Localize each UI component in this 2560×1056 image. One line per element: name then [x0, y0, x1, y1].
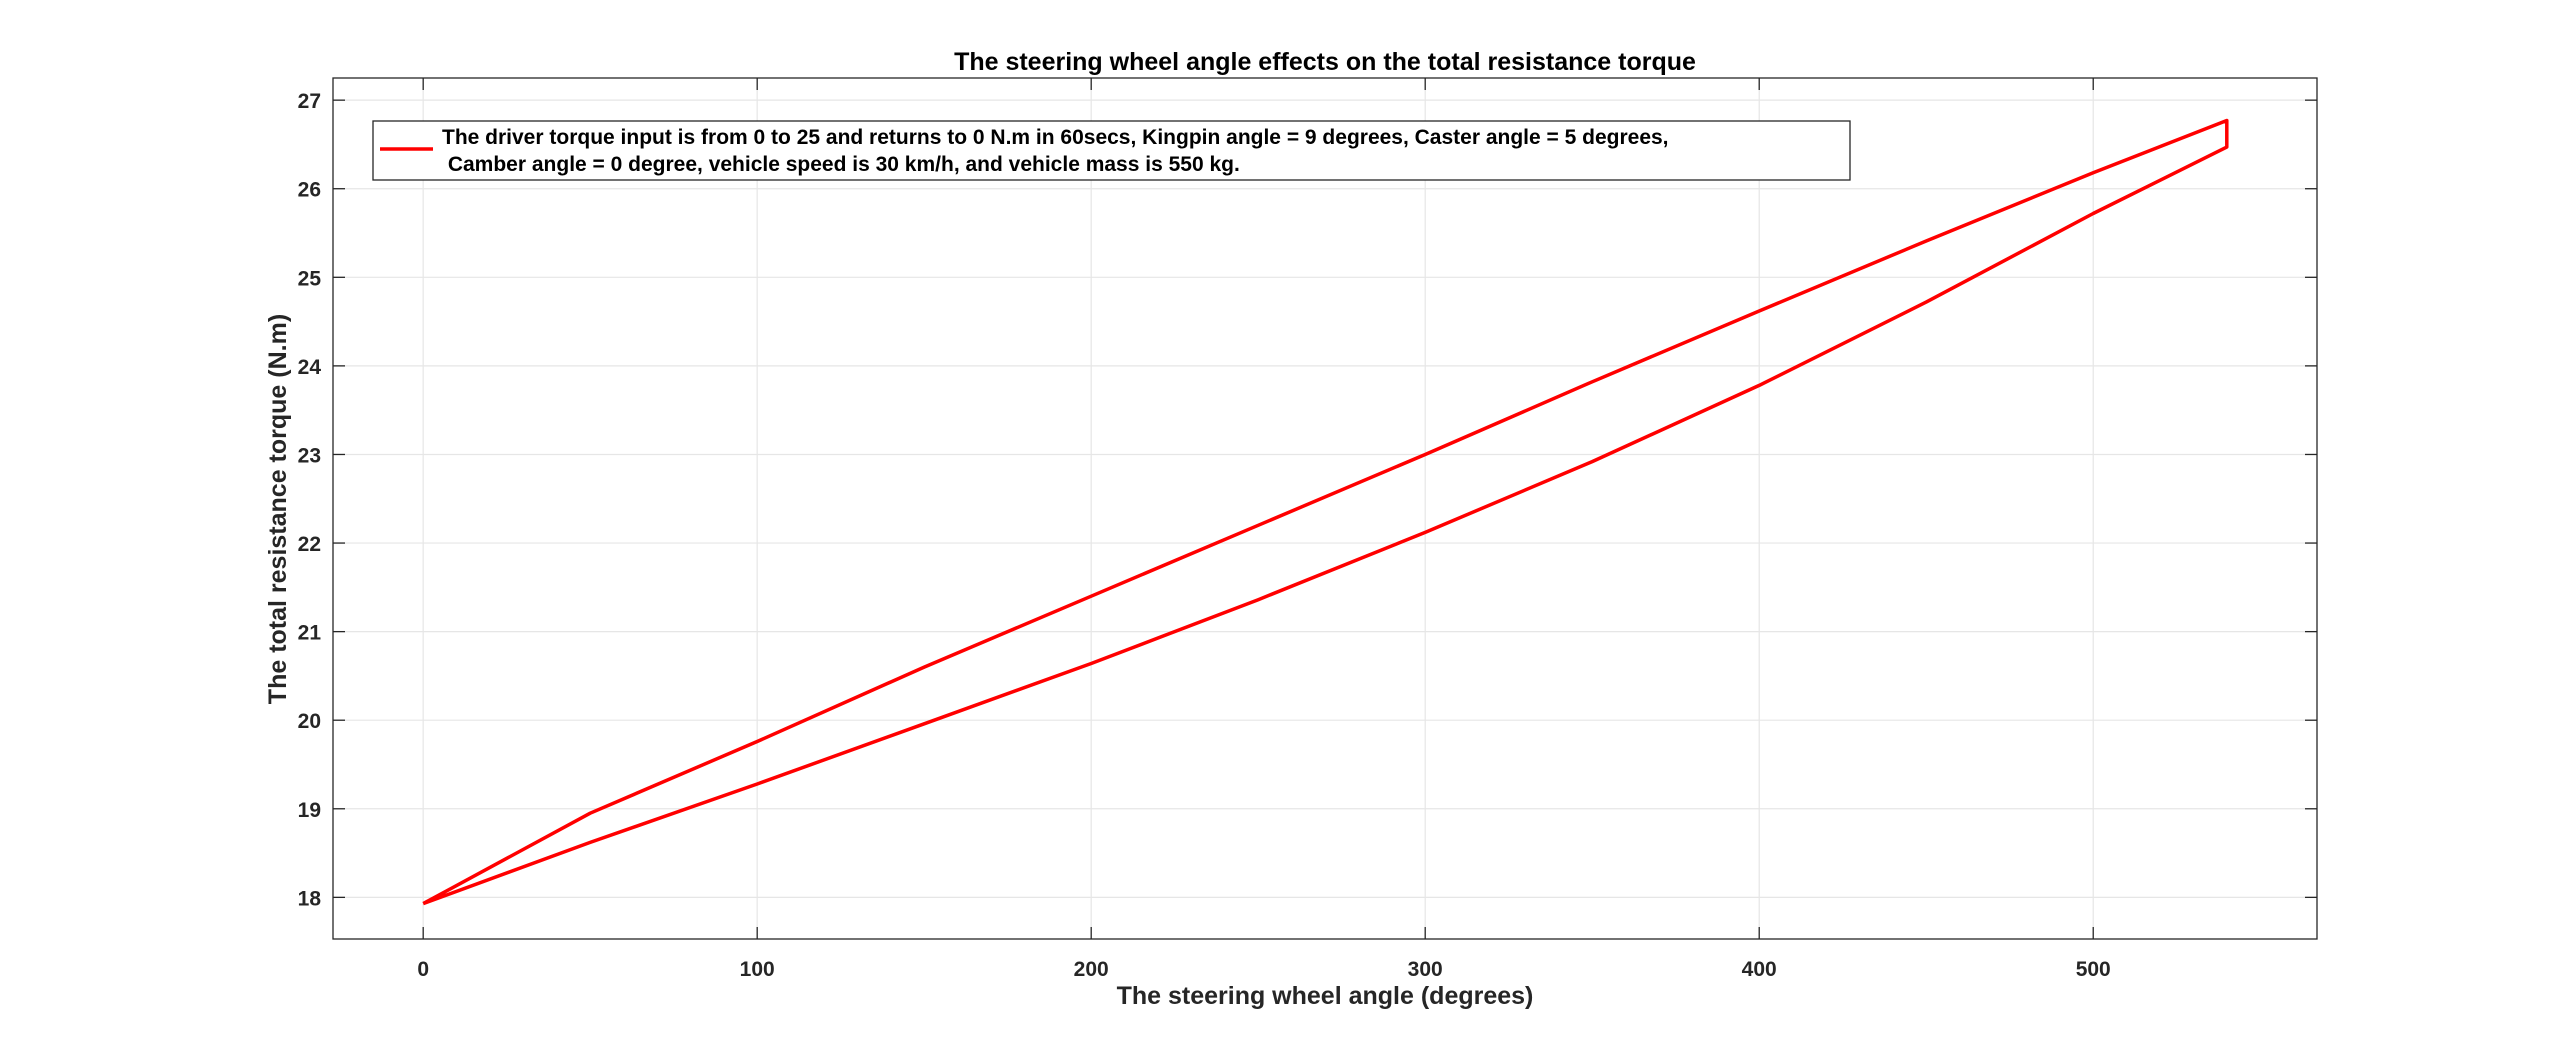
y-tick-label: 19	[298, 799, 321, 822]
x-axis-label: The steering wheel angle (degrees)	[1117, 982, 1534, 1010]
y-tick-label: 21	[298, 622, 322, 645]
ticks	[333, 78, 2317, 939]
x-tick-label: 500	[2076, 958, 2111, 981]
legend: The driver torque input is from 0 to 25 …	[372, 120, 1851, 181]
legend-text-line2: Camber angle = 0 degree, vehicle speed i…	[442, 153, 1240, 176]
y-tick-label: 22	[298, 533, 321, 556]
y-tick-label: 23	[298, 444, 321, 467]
x-tick-label: 400	[1742, 958, 1777, 981]
series-layer	[422, 118, 2229, 906]
plot-area	[333, 78, 2317, 939]
x-tick-label: 100	[740, 958, 775, 981]
chart-title: The steering wheel angle effects on the …	[954, 48, 1696, 76]
y-tick-label: 18	[298, 887, 322, 910]
x-tick-label: 200	[1074, 958, 1109, 981]
x-tick-label: 300	[1408, 958, 1443, 981]
grid	[333, 78, 2317, 939]
y-tick-label: 20	[298, 710, 321, 733]
y-tick-label: 27	[298, 90, 321, 113]
y-tick-label: 25	[298, 267, 322, 290]
x-tick-label: 0	[417, 958, 429, 981]
y-tick-label: 24	[298, 356, 322, 379]
y-axis-label: The total resistance torque (N.m)	[264, 314, 292, 704]
axes-box	[332, 77, 2318, 940]
legend-text-line1: The driver torque input is from 0 to 25 …	[442, 126, 1669, 149]
tick-labels: 0 100 200 300 400 500 18 19 20 21 22 23 24 25 26 27	[298, 90, 2111, 981]
legend-box	[372, 120, 1851, 181]
series-line-0	[422, 118, 2229, 906]
y-tick-label: 26	[298, 179, 321, 202]
